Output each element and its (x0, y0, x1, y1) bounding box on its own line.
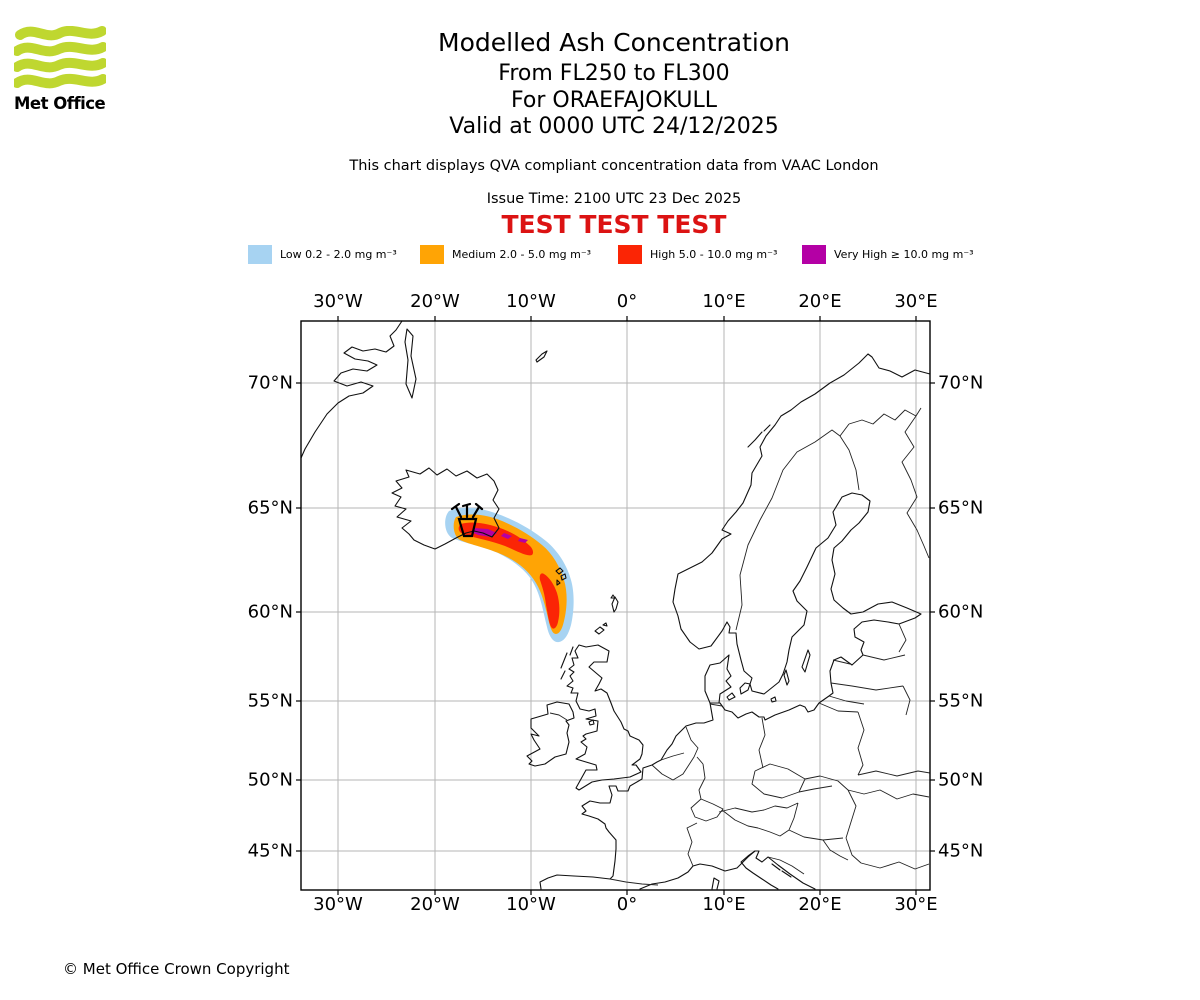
lat-label-right-60n: 60°N (938, 601, 984, 623)
legend-item-high: High 5.0 - 10.0 mg m⁻³ (618, 245, 777, 264)
border-france-spain (609, 878, 659, 886)
lon-label-bottom-30e: 30°E (894, 894, 938, 915)
border-france-germany-swiss (690, 763, 724, 822)
subtitle-valid-time: Valid at 0000 UTC 24/12/2025 (449, 114, 779, 139)
border-romania-balkans (767, 789, 930, 875)
legend-item-medium: Medium 2.0 - 5.0 mg m⁻³ (420, 245, 591, 264)
coast-orkney (594, 622, 608, 635)
met-office-logo: Met Office (12, 25, 134, 113)
coast-gotland-oland (783, 649, 811, 686)
border-finland-russia (901, 415, 930, 559)
legend-label-high: High 5.0 - 10.0 mg m⁻³ (650, 248, 778, 261)
border-low-countries (651, 726, 704, 781)
lat-label-right-55n: 55°N (938, 690, 984, 712)
met-office-logo-waves (12, 25, 108, 89)
issue-time: Issue Time: 2100 UTC 23 Dec 2025 (486, 191, 742, 207)
coast-shetland (610, 594, 619, 613)
coast-jan-mayen (535, 350, 548, 363)
ash-plume-medium (453, 514, 567, 634)
ash-plume-very-high-1 (471, 528, 497, 537)
copyright-notice: © Met Office Crown Copyright (63, 960, 290, 978)
legend-swatch-medium (420, 245, 444, 264)
lat-label-right-50n: 50°N (938, 769, 984, 791)
lat-label-left-65n: 65°N (247, 497, 293, 519)
lon-label-top-20e: 20°E (798, 291, 842, 312)
graticule-grid (301, 321, 930, 890)
lat-label-left-60n: 60°N (247, 601, 293, 623)
lon-label-top-30e: 30°E (894, 291, 938, 312)
coast-greenland-peninsula (404, 328, 417, 399)
map-frame (300, 320, 931, 891)
coast-greenland (300, 320, 403, 459)
border-germany-poland-czech (751, 717, 806, 799)
axis-ticks (296, 316, 935, 895)
coast-isle-of-man (588, 719, 595, 726)
coast-ireland (526, 701, 575, 767)
legend-swatch-high (618, 245, 642, 264)
lat-label-left-55n: 55°N (247, 690, 293, 712)
coast-mediterranean (639, 850, 816, 890)
lon-label-bottom-20e: 20°E (798, 894, 842, 915)
lon-label-top-0: 0° (616, 291, 638, 312)
border-central-europe (718, 775, 849, 841)
coast-mainland-europe (539, 353, 931, 890)
ash-plume-high-arc (539, 573, 560, 629)
lon-label-bottom-10w: 10°W (506, 894, 556, 915)
lon-label-top-10e: 10°E (702, 291, 746, 312)
legend-swatch-low (248, 245, 272, 264)
ash-plume (445, 507, 574, 643)
coast-corsica (711, 877, 720, 890)
lon-label-bottom-0: 0° (616, 894, 638, 915)
coast-great-britain (566, 644, 644, 791)
coast-hebrides (560, 646, 574, 680)
lat-label-left-45n: 45°N (247, 840, 293, 862)
met-office-logo-text: Met Office (14, 94, 106, 113)
country-borders (549, 407, 931, 886)
subtitle-volcano: For ORAEFAJOKULL (511, 88, 717, 113)
subtitle-flight-levels: From FL250 to FL300 (498, 61, 730, 86)
border-norway-finland-russia (848, 407, 922, 425)
ash-plume-very-high-3 (518, 538, 528, 543)
test-banner: TEST TEST TEST (501, 210, 727, 239)
border-norway-sweden (735, 423, 850, 631)
lat-label-right-65n: 65°N (938, 497, 984, 519)
lon-label-top-20w: 20°W (410, 291, 460, 312)
legend-label-low: Low 0.2 - 2.0 mg m⁻³ (280, 248, 397, 261)
lat-label-right-70n: 70°N (938, 372, 984, 394)
lon-label-bottom-10e: 10°E (702, 894, 746, 915)
lat-label-left-50n: 50°N (247, 769, 293, 791)
border-northern-ireland (549, 712, 568, 721)
lon-label-top-10w: 10°W (506, 291, 556, 312)
legend-item-low: Low 0.2 - 2.0 mg m⁻³ (248, 245, 397, 264)
legend-item-very-high: Very High ≥ 10.0 mg m⁻³ (802, 245, 974, 264)
border-france-italy (686, 822, 698, 867)
coastlines (300, 320, 931, 890)
lat-label-left-70n: 70°N (247, 372, 293, 394)
page-title: Modelled Ash Concentration (438, 28, 790, 57)
coast-lofoten (747, 424, 771, 448)
coast-dalmatian-islands (771, 863, 792, 878)
lon-label-top-30w: 30°W (313, 291, 363, 312)
legend-label-medium: Medium 2.0 - 5.0 mg m⁻³ (452, 248, 592, 261)
chart-description: This chart displays QVA compliant concen… (349, 158, 879, 174)
legend-swatch-very-high (802, 245, 826, 264)
border-denmark-germany (709, 703, 723, 707)
border-sweden-finland (839, 435, 860, 491)
coast-danish-islands (726, 682, 777, 703)
coast-denmark (704, 654, 732, 704)
border-baltic-states (818, 623, 931, 777)
coast-faroe-islands (555, 567, 567, 586)
lon-label-bottom-30w: 30°W (313, 894, 363, 915)
coast-italy-adriatic (740, 850, 779, 890)
legend-label-very-high: Very High ≥ 10.0 mg m⁻³ (834, 248, 974, 261)
ash-plume-very-high-2 (501, 533, 512, 539)
lat-label-right-45n: 45°N (938, 840, 984, 862)
lon-label-bottom-20w: 20°W (410, 894, 460, 915)
volcano-symbol (450, 502, 484, 538)
